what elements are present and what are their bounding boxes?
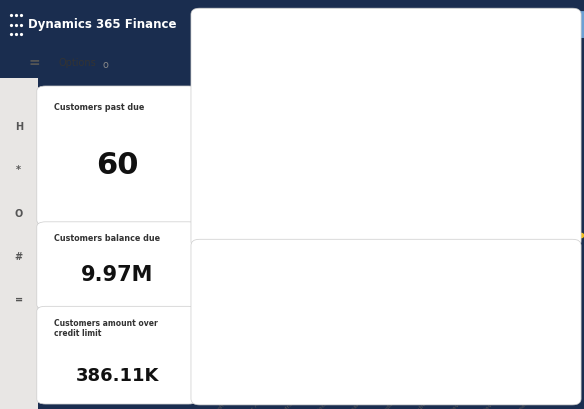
FancyBboxPatch shape [37,86,197,225]
Bar [463,381,484,384]
Text: Options: Options [58,58,96,68]
Text: Customers balance due: Customers balance due [54,234,161,243]
Text: 60: 60 [96,151,138,180]
Text: 180 and over: 180 and over [222,103,261,108]
Text: =: = [28,56,40,70]
Text: H: H [15,122,23,133]
Text: 60 days: 60 days [365,103,388,108]
Text: Current: Current [493,103,516,108]
Circle shape [418,12,584,37]
Text: Parts: Parts [492,232,505,237]
Text: Auto audio systems: Auto audio systems [342,232,394,237]
Bar [296,382,317,384]
Text: Top 10 products by revenue: Top 10 products by revenue [219,211,360,220]
FancyBboxPatch shape [37,222,197,310]
Text: O: O [15,209,23,218]
Bar [430,367,450,384]
Text: Customers amount over
credit limit: Customers amount over credit limit [54,319,158,338]
Text: High end: High end [228,232,252,237]
Wedge shape [347,72,402,135]
Text: Bell: Bell [493,22,506,27]
Text: o: o [102,60,108,70]
Text: 30 days: 30 days [301,103,324,108]
Text: 30 days 0.15M: 30 days 0.15M [405,138,450,143]
Text: Customer aged balances: Customer aged balances [209,96,345,106]
Bar [496,381,517,384]
FancyBboxPatch shape [37,306,197,404]
Text: 2.76m: 2.76m [228,327,250,332]
Text: USMF: USMF [453,20,480,29]
Text: ?: ? [548,20,553,29]
Wedge shape [293,72,347,134]
Text: 90 days 0.03M: 90 days 0.03M [243,128,288,133]
Bar [363,382,384,384]
Text: Current 1.55M: Current 1.55M [284,52,328,57]
Text: =: = [15,294,23,305]
Text: AD: AD [564,20,576,29]
Text: 386.11K: 386.11K [75,367,159,385]
Text: Auto speakers: Auto speakers [425,232,462,237]
Wedge shape [293,131,317,136]
Wedge shape [294,132,399,181]
FancyBboxPatch shape [0,78,38,409]
Bar [530,380,551,384]
Text: Speakers: Speakers [534,232,559,237]
Text: 9.97M: 9.97M [81,265,153,285]
Text: Dynamics 365 Finance: Dynamics 365 Finance [28,18,176,31]
Text: *: * [16,166,21,175]
Text: 180 and over 1.57M: 180 and over 1.57M [405,108,467,112]
Bar [262,382,283,384]
Text: Accessories: Accessories [280,232,311,237]
Text: #: # [15,252,23,262]
Bar [329,382,350,384]
Wedge shape [377,132,401,144]
Text: 60 days 2.41M: 60 days 2.41M [327,202,373,207]
Bar [396,380,417,384]
Text: Gear: Gear [522,22,538,27]
Text: 0.44m: 0.44m [429,373,451,378]
Text: Customers past due: Customers past due [54,103,145,112]
Bar [229,275,249,384]
Text: 90 days: 90 days [429,103,453,108]
